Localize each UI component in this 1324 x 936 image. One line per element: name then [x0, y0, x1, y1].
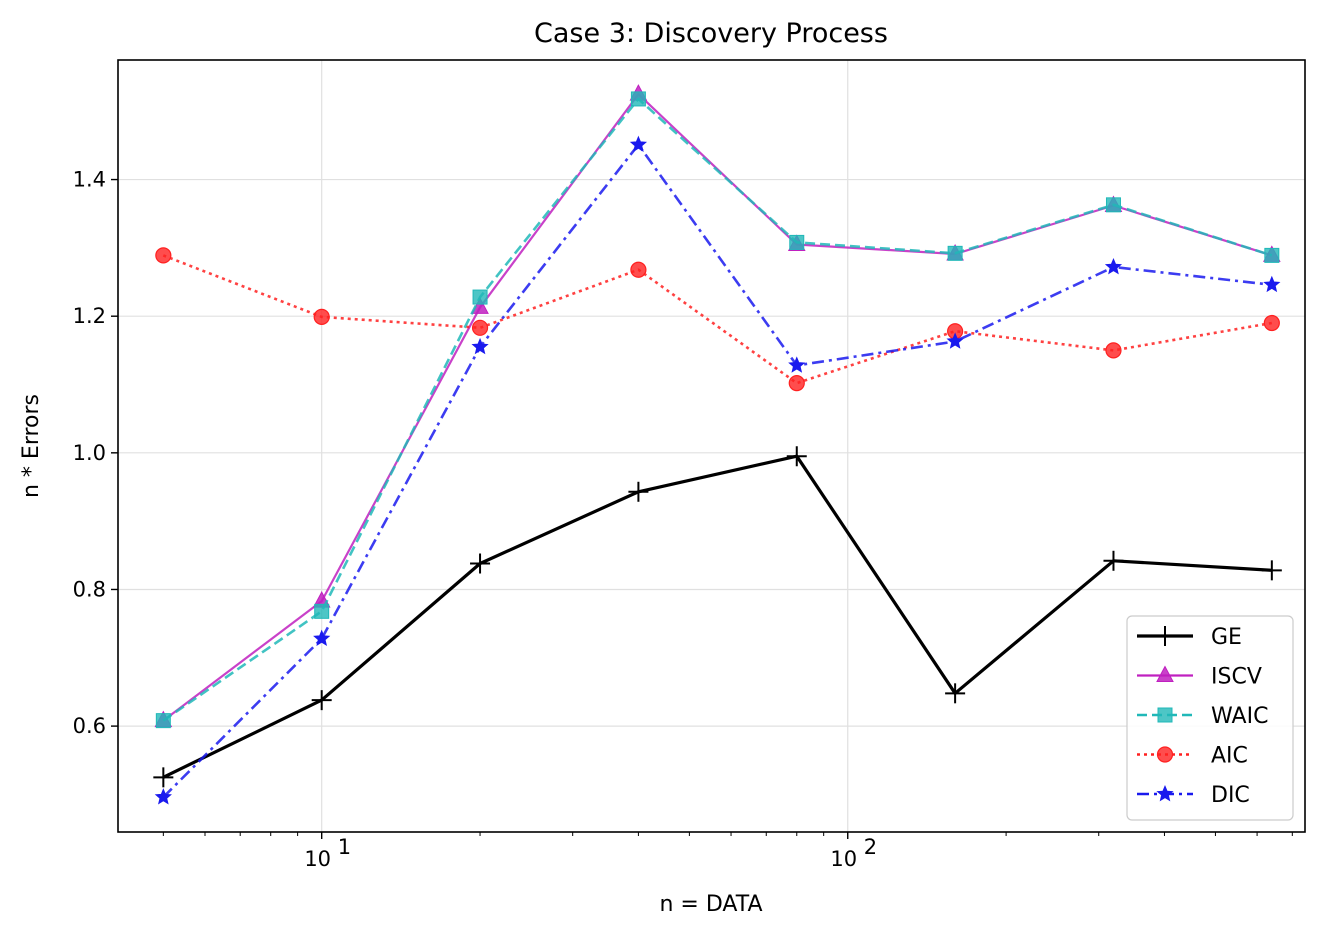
point-dic: [154, 788, 172, 805]
point-aic: [630, 261, 647, 278]
series-dic: [154, 135, 1281, 805]
legend-item-waic: WAIC: [1137, 704, 1268, 729]
point-waic: [1105, 197, 1121, 213]
point-waic: [630, 91, 646, 107]
point-waic: [789, 234, 805, 250]
point-ge: [945, 683, 966, 704]
legend: GE ISCV WAIC AIC DIC: [1126, 615, 1294, 821]
point-waic: [1264, 247, 1280, 263]
point-aic: [1263, 314, 1280, 332]
y-tick-label: 0.8: [73, 577, 106, 601]
legend-box: [1126, 615, 1294, 821]
legend-marker: [1156, 746, 1174, 763]
legend-item-ge: GE: [1137, 625, 1242, 650]
legend-marker: [1155, 626, 1175, 646]
point-ge: [1261, 560, 1282, 581]
point-waic: [314, 603, 330, 619]
legend-label: GE: [1211, 625, 1242, 650]
axes: 0.6 0.8 1.0 1.2 1.4 10 1 10 2: [73, 168, 1293, 871]
legend-item-iscv: ISCV: [1137, 665, 1262, 690]
legend-marker: [1156, 784, 1174, 802]
y-tick-label: 1.4: [73, 168, 106, 192]
point-ge: [311, 690, 332, 711]
legend-item-aic: AIC: [1137, 744, 1248, 769]
legend-item-dic: DIC: [1137, 783, 1250, 808]
point-waic: [472, 289, 488, 305]
legend-marker: [1156, 665, 1174, 682]
point-ge: [470, 553, 491, 574]
series-line-dic: [162, 143, 1272, 799]
point-waic: [155, 713, 171, 729]
point-dic: [629, 135, 648, 153]
series-line-ge: [162, 454, 1272, 779]
x-tick-exponent: 1: [338, 835, 351, 859]
legend-marker: [1157, 707, 1173, 723]
point-ge: [786, 446, 807, 467]
point-aic: [788, 375, 805, 392]
legend-label: AIC: [1211, 744, 1248, 769]
x-tick-exponent: 2: [864, 835, 877, 859]
point-waic: [947, 245, 963, 261]
point-aic: [313, 308, 330, 325]
legend-label: ISCV: [1211, 665, 1262, 690]
point-ge: [628, 481, 649, 502]
point-dic: [313, 629, 331, 646]
series-line-waic: [162, 97, 1273, 722]
series-waic: [155, 91, 1280, 729]
series-ge: [153, 446, 1282, 788]
plot-frame: [117, 59, 1306, 833]
point-aic: [1105, 342, 1122, 359]
series-layer: [153, 84, 1282, 805]
x-tick-label: 10: [830, 847, 857, 871]
series-iscv: [154, 84, 1281, 728]
y-tick-label: 0.6: [73, 714, 106, 738]
point-aic: [471, 319, 489, 336]
point-dic: [788, 356, 806, 373]
point-ge: [153, 767, 174, 788]
x-axis-label: n = DATA: [659, 892, 762, 917]
legend-label: WAIC: [1211, 704, 1268, 729]
point-dic: [1104, 257, 1123, 275]
point-ge: [1103, 550, 1124, 571]
series-aic: [155, 247, 1280, 392]
legend-label: DIC: [1211, 783, 1250, 808]
y-axis-label: n * Errors: [19, 394, 44, 498]
point-aic: [155, 247, 172, 264]
x-tick-label: 10: [304, 847, 331, 871]
y-tick-label: 1.0: [73, 441, 106, 465]
chart-title: Case 3: Discovery Process: [534, 18, 888, 49]
series-line-iscv: [162, 93, 1273, 722]
point-dic: [1263, 275, 1281, 293]
point-dic: [946, 332, 964, 349]
y-tick-label: 1.2: [73, 304, 106, 328]
point-dic: [471, 337, 489, 355]
series-line-aic: [162, 254, 1273, 385]
